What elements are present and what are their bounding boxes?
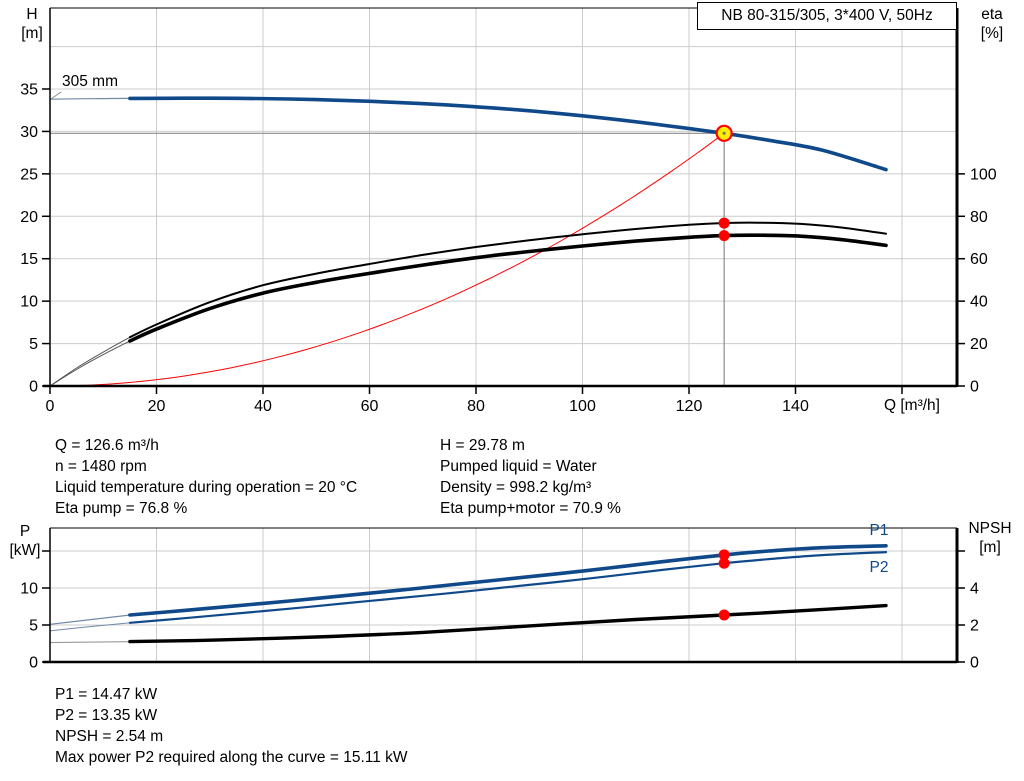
svg-text:5: 5: [29, 336, 38, 353]
npsh-axis-label-symbol: NPSH: [968, 520, 1012, 537]
svg-text:30: 30: [20, 124, 38, 141]
curve-eta-pump-motor: [49, 233, 888, 387]
info-eta-pump: Eta pump = 76.8 %: [55, 500, 188, 517]
info-eta-pump-motor: Eta pump+motor = 70.9 %: [440, 500, 621, 517]
h-axis-label-unit: [m]: [21, 25, 43, 42]
info-pumped-liquid: Pumped liquid = Water: [440, 458, 597, 475]
svg-text:10: 10: [20, 294, 38, 311]
svg-text:20: 20: [970, 336, 988, 353]
info-head: H = 29.78 m: [440, 437, 525, 454]
power-info-block: P1 = 14.47 kW P2 = 13.35 kW NPSH = 2.54 …: [55, 684, 408, 768]
duty-marker-dot: [718, 609, 730, 621]
curve-npsh: [49, 603, 888, 644]
duty-info-left: Q = 126.6 m³/h n = 1480 rpm Liquid tempe…: [55, 435, 357, 519]
svg-text:40: 40: [254, 398, 272, 415]
curve-eta-pump: [49, 221, 887, 387]
svg-text:10: 10: [20, 581, 38, 598]
svg-text:80: 80: [467, 398, 485, 415]
p-axis-label-unit: [kW]: [9, 542, 41, 559]
svg-text:140: 140: [782, 398, 809, 415]
svg-text:20: 20: [20, 209, 38, 226]
svg-text:25: 25: [20, 166, 38, 183]
svg-text:80: 80: [970, 209, 988, 226]
svg-text:120: 120: [676, 398, 703, 415]
eta-axis-label-unit: [%]: [980, 25, 1004, 42]
duty-marker-dot: [718, 549, 730, 561]
svg-text:5: 5: [29, 618, 38, 635]
svg-text:35: 35: [20, 82, 38, 99]
npsh-axis-label-unit: [m]: [979, 539, 1001, 556]
p-axis-label-symbol: P: [19, 523, 31, 540]
power-npsh-chart: 0 5 10 0 2 4: [20, 527, 979, 672]
info-p2: P2 = 13.35 kW: [55, 707, 158, 724]
info-p1: P1 = 14.47 kW: [55, 686, 158, 703]
svg-text:0: 0: [29, 655, 38, 672]
curve-p2: [49, 551, 888, 632]
info-density: Density = 998.2 kg/m³: [440, 479, 592, 496]
info-flow: Q = 126.6 m³/h: [55, 437, 159, 454]
h-axis-label-symbol: H: [26, 6, 38, 23]
info-liquid-temperature: Liquid temperature during operation = 20…: [55, 479, 358, 496]
eta-axis-label-symbol: eta: [981, 6, 1003, 23]
p1-curve-label: P1: [869, 522, 889, 539]
svg-text:60: 60: [970, 251, 988, 268]
svg-text:0: 0: [29, 379, 38, 396]
svg-text:0: 0: [970, 379, 979, 396]
pump-type-title: NB 80-315/305, 3*400 V, 50Hz: [697, 2, 957, 30]
svg-text:4: 4: [970, 581, 979, 598]
duty-info-right: H = 29.78 m Pumped liquid = Water Densit…: [440, 435, 621, 519]
svg-text:20: 20: [148, 398, 166, 415]
duty-marker-dot: [718, 217, 730, 229]
p-axis-label: P [kW]: [4, 522, 46, 560]
npsh-axis-label: NPSH [m]: [962, 519, 1018, 557]
curve-p1: [49, 544, 888, 625]
svg-text:15: 15: [20, 251, 38, 268]
duty-marker-dot: [718, 230, 730, 242]
info-speed: n = 1480 rpm: [55, 458, 147, 475]
svg-text:2: 2: [970, 618, 979, 635]
svg-text:40: 40: [970, 294, 988, 311]
impeller-diameter-label: 305 mm: [62, 73, 118, 90]
h-axis-label: H [m]: [14, 5, 50, 43]
duty-parabola: [49, 132, 725, 387]
qh-eta-chart: 0 5 10 15 20 25 30 35 0 20 40 60 80 100 0 20 40 60 80 100 12…: [20, 7, 997, 415]
svg-text:100: 100: [569, 398, 596, 415]
svg-text:0: 0: [970, 655, 979, 672]
info-npsh: NPSH = 2.54 m: [55, 728, 164, 745]
info-max-power: Max power P2 required along the curve = …: [55, 749, 408, 766]
q-axis-label: Q [m³/h]: [884, 397, 940, 414]
curve-qh-curve-305-mm: [49, 96, 888, 172]
duty-marker-dot: [718, 557, 730, 569]
svg-text:0: 0: [46, 398, 55, 415]
eta-axis-label: eta [%]: [970, 5, 1014, 43]
svg-text:100: 100: [970, 166, 997, 183]
svg-text:60: 60: [361, 398, 379, 415]
p2-curve-label: P2: [869, 559, 889, 576]
